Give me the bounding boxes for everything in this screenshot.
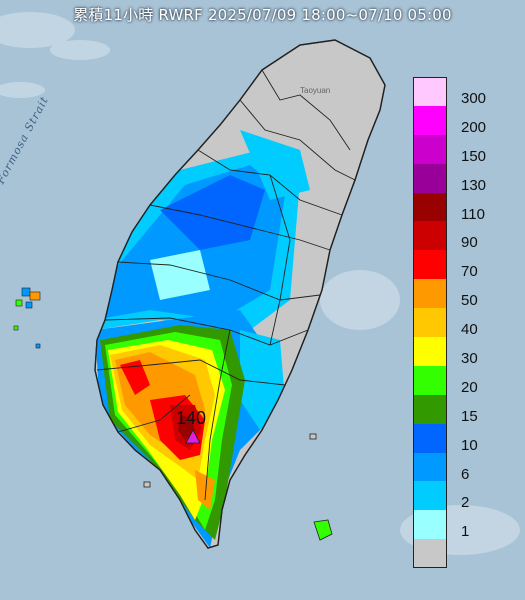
legend-row: 30 xyxy=(413,337,513,366)
legend-swatch xyxy=(413,250,447,280)
legend-row: 15 xyxy=(413,394,513,425)
taiwan-coastline xyxy=(94,39,386,549)
legend-swatch xyxy=(413,163,447,193)
legend-label: 2 xyxy=(461,494,470,512)
legend-label: 40 xyxy=(461,321,478,339)
penghu-islands xyxy=(13,287,41,349)
legend-label: 150 xyxy=(461,147,487,165)
legend-row: 90 xyxy=(413,221,513,250)
legend-swatch xyxy=(413,105,447,135)
legend-label: 6 xyxy=(461,465,470,483)
legend-swatch xyxy=(413,308,447,338)
legend-row: 130 xyxy=(413,163,513,194)
legend-swatch xyxy=(413,279,447,309)
legend-swatch xyxy=(413,423,447,453)
peak-value-label: 140 xyxy=(176,408,207,428)
legend-row: 20 xyxy=(413,365,513,396)
legend-row: 200 xyxy=(413,105,513,136)
legend-row: 300 xyxy=(413,77,513,106)
legend-label: 1 xyxy=(461,523,470,541)
legend-row xyxy=(413,539,513,569)
city-label: Taoyuan xyxy=(300,86,331,95)
county-borders xyxy=(96,69,356,501)
legend-label: 200 xyxy=(461,118,487,136)
legend-swatch xyxy=(413,510,447,540)
legend-label: 300 xyxy=(461,90,487,107)
rainfall-legend: 300 200 150 130 110 90 70 50 40 30 20 15 10 6 2 1 xyxy=(413,77,513,569)
legend-label: 50 xyxy=(461,292,478,310)
peak-marker-icon xyxy=(185,429,201,444)
legend-label: 110 xyxy=(461,205,485,223)
legend-swatch xyxy=(413,365,447,395)
legend-swatch xyxy=(413,539,447,569)
map-title: 累積11小時 RWRF 2025/07/09 18:00~07/10 05:00 xyxy=(73,6,452,24)
legend-swatch xyxy=(413,337,447,366)
legend-row: 70 xyxy=(413,250,513,279)
legend-label: 15 xyxy=(461,407,478,425)
legend-label: 20 xyxy=(461,378,478,396)
legend-label: 90 xyxy=(461,234,478,252)
legend-label: 10 xyxy=(461,436,478,454)
legend-swatch xyxy=(413,394,447,424)
legend-label: 30 xyxy=(461,350,478,368)
legend-swatch xyxy=(413,481,447,511)
legend-swatch xyxy=(413,452,447,482)
rainfall-overlay xyxy=(95,130,310,548)
legend-swatch xyxy=(413,77,447,106)
legend-row: 150 xyxy=(413,134,513,165)
legend-row: 40 xyxy=(413,308,513,337)
legend-label: 130 xyxy=(461,176,487,194)
legend-row: 10 xyxy=(413,423,513,454)
legend-row: 6 xyxy=(413,452,513,483)
legend-swatch xyxy=(413,192,447,222)
legend-swatch xyxy=(413,134,447,164)
legend-label: 70 xyxy=(461,263,478,281)
legend-row: 50 xyxy=(413,279,513,308)
outlying-islands xyxy=(143,433,333,541)
legend-row: 1 xyxy=(413,510,513,539)
legend-row: 2 xyxy=(413,481,513,510)
legend-swatch xyxy=(413,221,447,251)
legend-row: 110 xyxy=(413,192,513,223)
